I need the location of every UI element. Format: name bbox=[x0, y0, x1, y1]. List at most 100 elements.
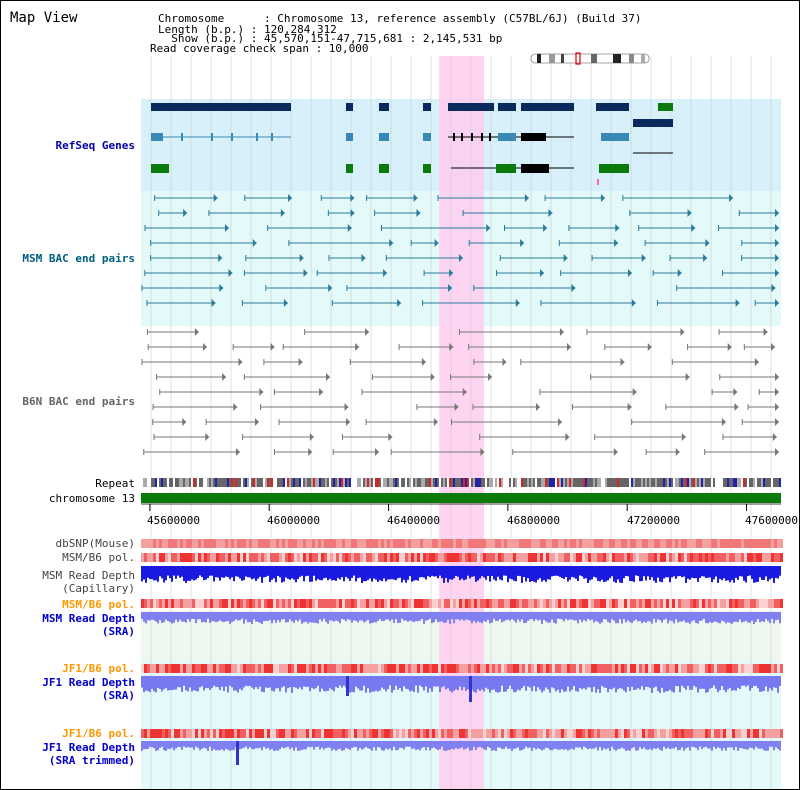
b6n-bac-pair[interactable] bbox=[590, 373, 690, 381]
b6n-bac-pair[interactable] bbox=[645, 448, 680, 456]
msm-bac-pair[interactable] bbox=[544, 194, 605, 202]
msm-bac-pair[interactable] bbox=[622, 194, 734, 202]
msm-bac-pair[interactable] bbox=[346, 284, 453, 292]
b6n-bac-pair[interactable] bbox=[361, 388, 467, 396]
b6n-bac-pair[interactable] bbox=[159, 388, 264, 396]
msm-bac-pair[interactable] bbox=[638, 224, 696, 232]
b6n-bac-pair[interactable] bbox=[349, 358, 426, 366]
b6n-bac-pair[interactable] bbox=[242, 433, 314, 441]
b6n-bac-pair[interactable] bbox=[722, 433, 777, 441]
msm-bac-pair[interactable] bbox=[381, 224, 491, 232]
msm-bac-pair[interactable] bbox=[208, 209, 285, 217]
msm-bac-pair[interactable] bbox=[288, 239, 394, 247]
msm-bac-pair[interactable] bbox=[558, 239, 619, 247]
msm-bac-pair[interactable] bbox=[385, 254, 463, 262]
b6n-bac-pair[interactable] bbox=[390, 448, 485, 456]
b6n-bac-pair[interactable] bbox=[152, 403, 238, 411]
b6n-bac-pair[interactable] bbox=[156, 373, 227, 381]
msm-bac-pair[interactable] bbox=[410, 239, 439, 247]
msm-bac-pair[interactable] bbox=[150, 254, 223, 262]
msm-bac-pair[interactable] bbox=[741, 254, 779, 262]
refseq-genes-label[interactable]: RefSeq Genes bbox=[55, 139, 135, 152]
msm-read-depth-capillary-label[interactable]: MSM Read Depth (Capillary) bbox=[42, 569, 135, 595]
b6n-bac-pair[interactable] bbox=[143, 448, 240, 456]
b6n-bac-pair[interactable] bbox=[604, 343, 652, 351]
msm-bac-pair[interactable] bbox=[366, 194, 418, 202]
b6n-bac-pair[interactable] bbox=[586, 328, 685, 336]
b6n-bac-pair[interactable] bbox=[719, 373, 779, 381]
b6n-bac-pair[interactable] bbox=[450, 373, 493, 381]
msm-bac-pair[interactable] bbox=[267, 224, 352, 232]
msm-bac-pair[interactable] bbox=[462, 209, 553, 217]
b6n-bac-pair[interactable] bbox=[141, 358, 243, 366]
b6n-bac-pair[interactable] bbox=[671, 358, 759, 366]
msm-bac-pair[interactable] bbox=[468, 239, 525, 247]
msm-bac-pair[interactable] bbox=[669, 254, 708, 262]
b6n-bac-pair[interactable] bbox=[260, 403, 349, 411]
b6n-bac-pair[interactable] bbox=[282, 343, 360, 351]
b6n-bac-pair[interactable] bbox=[146, 328, 199, 336]
b6n-bac-pair[interactable] bbox=[278, 418, 351, 426]
msm-bac-pair[interactable] bbox=[244, 194, 293, 202]
b6n-bac-pair[interactable] bbox=[665, 403, 739, 411]
msm-bac-pair[interactable] bbox=[540, 299, 636, 307]
b6n-bac-pair[interactable] bbox=[416, 403, 459, 411]
msm-bac-pair[interactable] bbox=[316, 269, 388, 277]
msm-bac-pair[interactable] bbox=[722, 269, 779, 277]
b6n-bac-pair[interactable] bbox=[473, 358, 507, 366]
msm-bac-pair[interactable] bbox=[331, 299, 402, 307]
msm-bac-pair[interactable] bbox=[560, 269, 632, 277]
b6n-bac-pair[interactable] bbox=[365, 418, 438, 426]
b6n-bac-pair[interactable] bbox=[450, 418, 563, 426]
msm-b6-pol-label[interactable]: MSM/B6 pol. bbox=[62, 551, 135, 564]
jf1-read-depth-trimmed-label[interactable]: JF1 Read Depth (SRA trimmed) bbox=[42, 741, 135, 767]
msm-bac-pair[interactable] bbox=[243, 269, 308, 277]
msm-bac-pair[interactable] bbox=[504, 224, 548, 232]
b6n-bac-pair[interactable] bbox=[371, 373, 435, 381]
msm-bac-pair[interactable] bbox=[591, 254, 646, 262]
b6n-bac-pair[interactable] bbox=[205, 418, 259, 426]
msm-bac-pair[interactable] bbox=[754, 299, 779, 307]
msm-bac-pair[interactable] bbox=[676, 284, 776, 292]
b6n-bac-pair[interactable] bbox=[273, 448, 313, 456]
msm-bac-pair[interactable] bbox=[423, 269, 454, 277]
msm-bac-pair[interactable] bbox=[241, 299, 288, 307]
msm-bac-pair[interactable] bbox=[320, 194, 355, 202]
msm-bac-pair[interactable] bbox=[652, 269, 682, 277]
b6n-bac-pair[interactable] bbox=[273, 388, 324, 396]
b6n-bac-pair[interactable] bbox=[704, 448, 779, 456]
msm-bac-pair[interactable] bbox=[496, 269, 545, 277]
jf1-b6-pol-2-label[interactable]: JF1/B6 pol. bbox=[62, 727, 135, 740]
b6n-bac-pair[interactable] bbox=[263, 358, 303, 366]
b6n-bac-pair[interactable] bbox=[468, 343, 571, 351]
b6n-bac-pair[interactable] bbox=[687, 343, 732, 351]
msm-bac-pair[interactable] bbox=[141, 284, 224, 292]
b6n-bac-pair[interactable] bbox=[747, 403, 779, 411]
b6n-bac-pair[interactable] bbox=[718, 328, 768, 336]
msm-bac-pair[interactable] bbox=[328, 254, 366, 262]
b6n-bac-pair[interactable] bbox=[711, 388, 738, 396]
b6n-bac-pair[interactable] bbox=[398, 343, 454, 351]
msm-bac-pair[interactable] bbox=[629, 209, 692, 217]
b6n-bac-pair[interactable] bbox=[743, 343, 776, 351]
b6n-bac-pair[interactable] bbox=[758, 388, 779, 396]
dbsnp-label[interactable]: dbSNP(Mouse) bbox=[55, 537, 135, 550]
msm-bac-pair[interactable] bbox=[144, 269, 233, 277]
b6n-bac-pair[interactable] bbox=[243, 373, 331, 381]
msm-bac-pair[interactable] bbox=[154, 194, 218, 202]
msm-bac-end-pairs-label[interactable]: MSM BAC end pairs bbox=[22, 252, 135, 265]
msm-bac-pair[interactable] bbox=[738, 209, 779, 217]
msm-bac-pair[interactable] bbox=[718, 224, 779, 232]
b6n-bac-pair[interactable] bbox=[741, 418, 779, 426]
b6n-bac-pair[interactable] bbox=[472, 403, 541, 411]
msm-bac-pair[interactable] bbox=[568, 224, 620, 232]
b6n-bac-pair[interactable] bbox=[458, 328, 564, 336]
msm-bac-pair[interactable] bbox=[146, 299, 216, 307]
msm-bac-pair[interactable] bbox=[656, 299, 740, 307]
b6n-bac-pair[interactable] bbox=[520, 358, 625, 366]
msm-bac-pair[interactable] bbox=[265, 284, 333, 292]
jf1-b6-pol-label[interactable]: JF1/B6 pol. bbox=[62, 662, 135, 675]
b6n-bac-pair[interactable] bbox=[479, 433, 570, 441]
b6n-bac-pair[interactable] bbox=[152, 418, 187, 426]
